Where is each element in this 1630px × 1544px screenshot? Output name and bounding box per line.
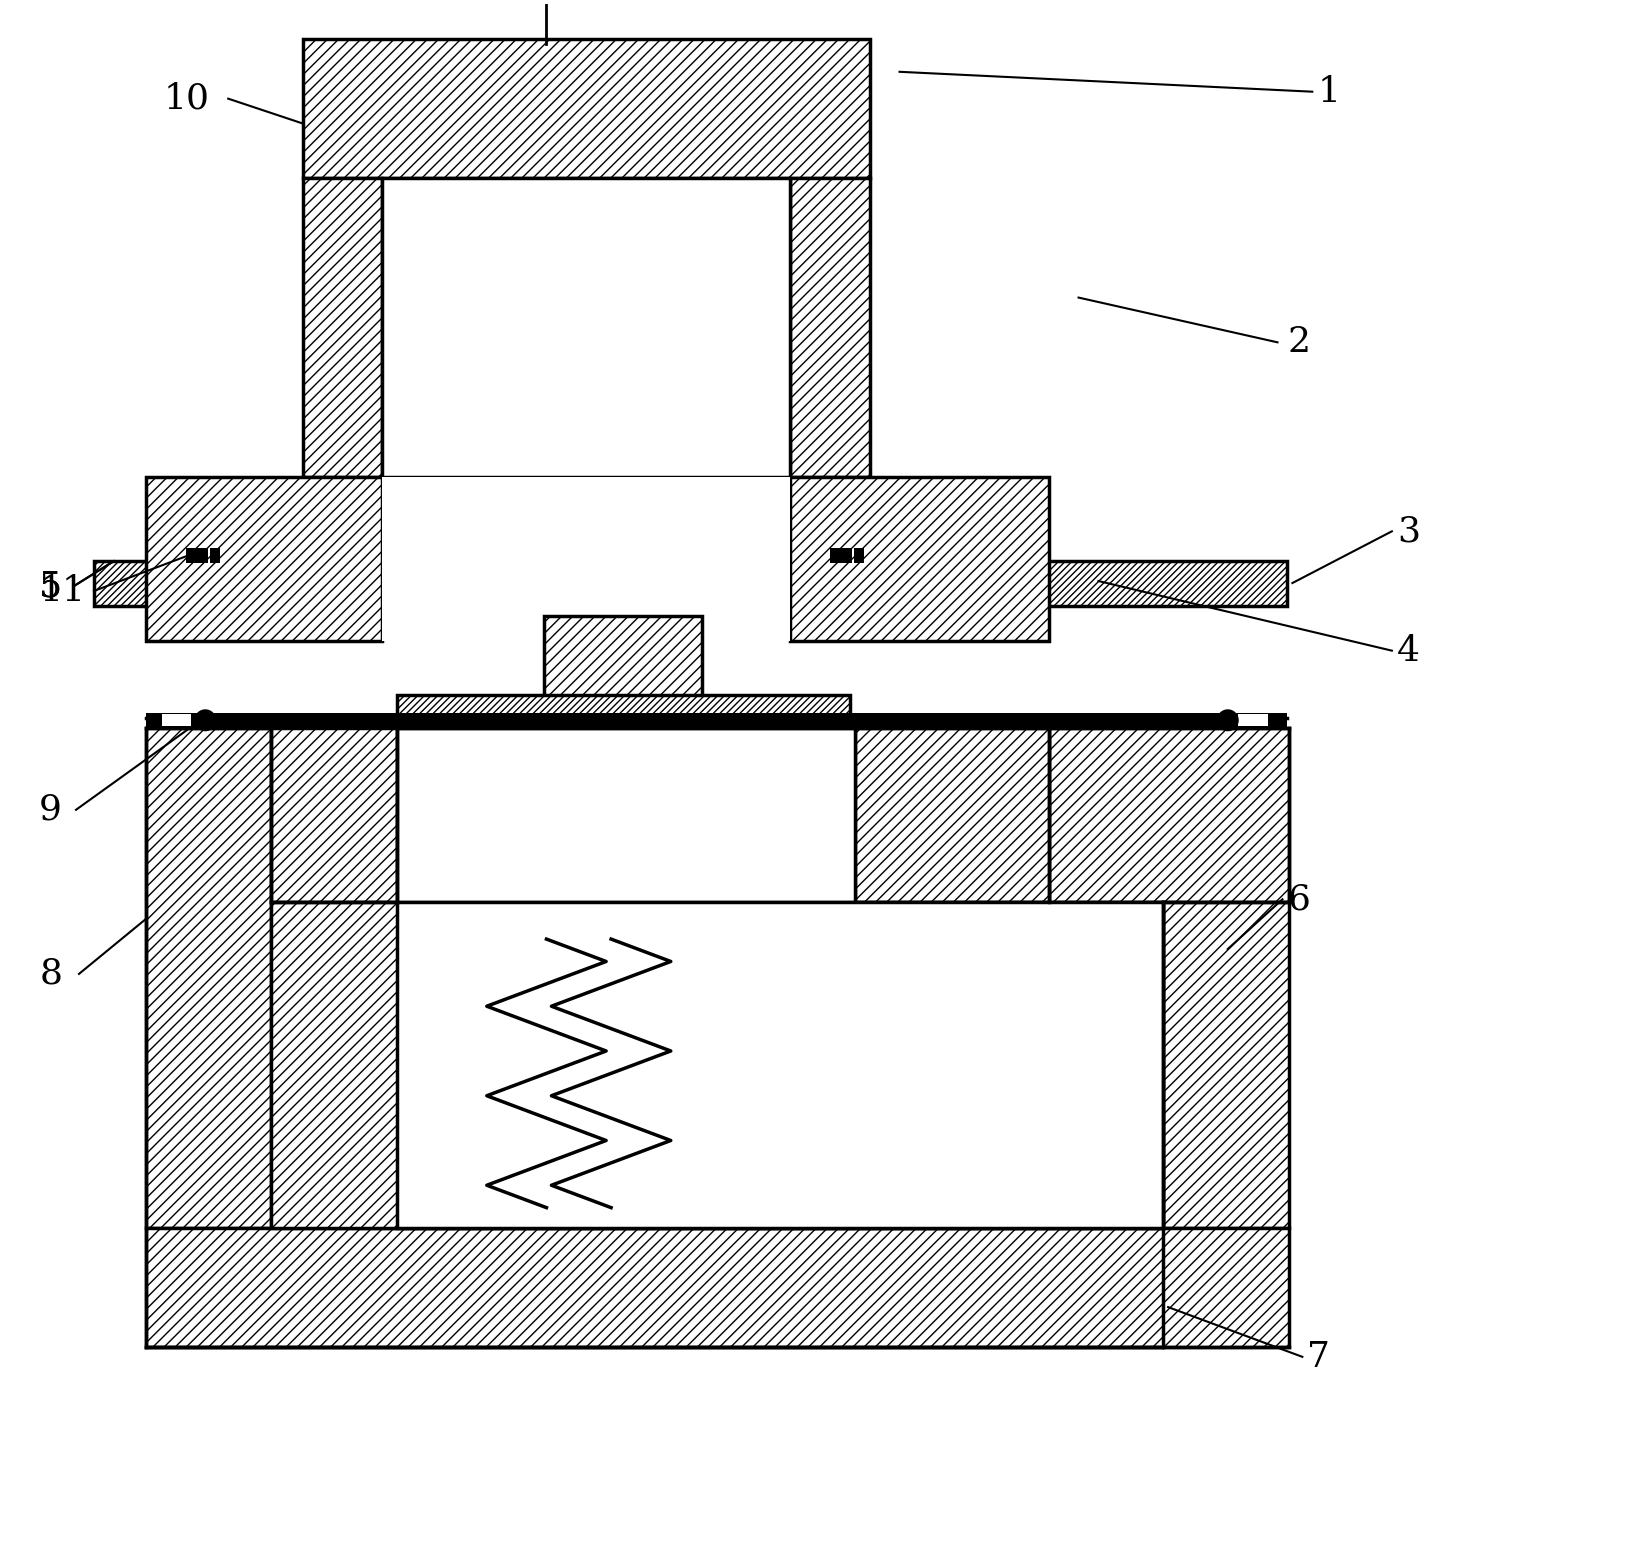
Text: 5: 5 <box>39 570 62 604</box>
Bar <box>145 1227 1289 1346</box>
Bar <box>854 729 1048 902</box>
Text: 1: 1 <box>1317 74 1340 108</box>
Bar <box>854 548 864 564</box>
Text: 3: 3 <box>1397 514 1420 548</box>
Bar <box>271 902 1164 1227</box>
Text: 10: 10 <box>163 82 210 116</box>
Bar <box>271 729 398 902</box>
Bar <box>186 548 209 564</box>
Bar <box>383 178 791 477</box>
Bar <box>145 729 271 1227</box>
Bar <box>791 477 1048 641</box>
Text: 5: 5 <box>39 570 62 604</box>
Bar <box>95 560 383 605</box>
Bar <box>544 616 701 706</box>
Bar <box>303 178 383 477</box>
Bar <box>830 548 852 564</box>
Bar <box>791 178 870 477</box>
Bar <box>145 713 1288 727</box>
Text: 7: 7 <box>1307 1340 1330 1374</box>
Bar <box>398 729 854 902</box>
Circle shape <box>196 710 215 730</box>
Bar <box>398 695 849 718</box>
Circle shape <box>1218 710 1237 730</box>
Bar <box>398 902 1164 1227</box>
Bar <box>791 560 1288 605</box>
Text: 8: 8 <box>39 957 62 991</box>
Text: 6: 6 <box>1288 882 1311 916</box>
Bar <box>145 477 383 641</box>
Bar <box>210 548 220 564</box>
Bar <box>1237 715 1268 726</box>
Text: 9: 9 <box>39 792 62 826</box>
Bar <box>303 39 870 178</box>
Text: 11: 11 <box>39 574 85 608</box>
Bar <box>161 715 191 726</box>
Text: 4: 4 <box>1397 633 1420 667</box>
Text: 2: 2 <box>1288 326 1311 360</box>
Bar <box>383 477 791 641</box>
Bar <box>1048 729 1289 902</box>
Bar <box>1164 902 1289 1227</box>
